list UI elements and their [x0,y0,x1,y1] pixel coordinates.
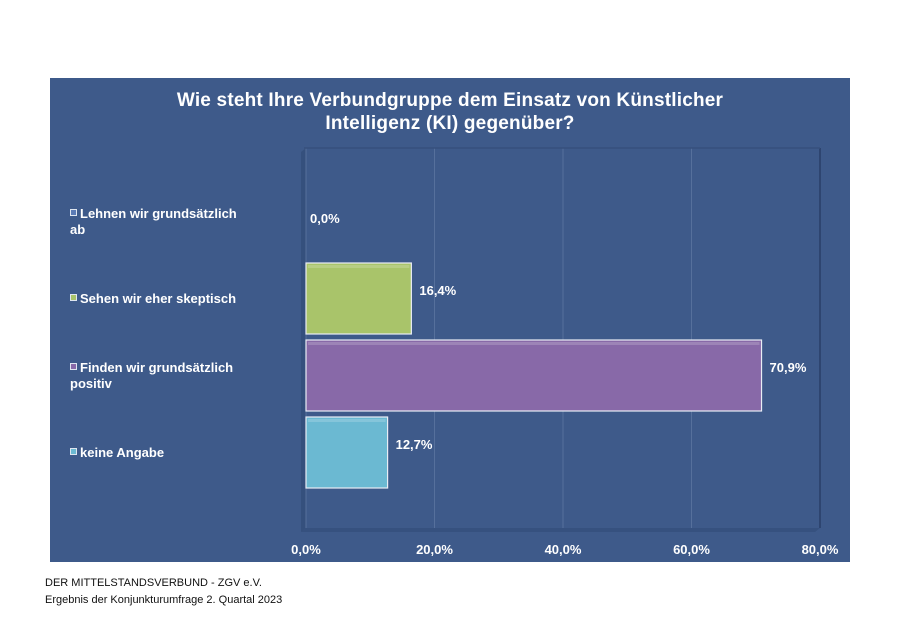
category-label-text-2-1: positiv [70,375,112,391]
chart-title-line-2: Intelligenz (KI) gegenüber? [325,113,575,134]
data-label-2: 70,9% [770,360,807,375]
category-color-marker-2 [70,362,77,370]
category-label-0: Lehnen wir grundsätzlich ab [70,206,255,238]
category-label-2: Finden wir grundsätzlich positiv [70,360,255,392]
x-tick-label-1: 20,0% [416,542,453,557]
data-label-1: 16,4% [419,283,456,298]
plot-side-wall [301,148,306,532]
bar-1 [305,262,412,335]
category-label-1: Sehen wir eher skeptisch [70,291,255,307]
bar-3 [305,416,389,489]
category-color-marker-1 [70,293,77,301]
category-color-marker-3 [70,447,77,455]
bar-highlight-2 [308,342,760,345]
data-label-0: 0,0% [310,211,340,226]
footer-organization: DER MITTELSTANDSVERBUND - ZGV e.V. [45,577,262,589]
category-label-3: keine Angabe [70,445,255,461]
category-label-text-2-0: Finden wir grundsätzlich [80,359,234,375]
chart-title-line-1: Wie steht Ihre Verbundgruppe dem Einsatz… [176,90,724,111]
category-label-text-1-0: Sehen wir eher skeptisch [80,290,237,306]
category-label-0-line-1: ab [70,222,255,238]
data-label-3: 12,7% [396,437,433,452]
category-label-2-line-1: positiv [70,376,255,392]
category-label-text-3-0: keine Angabe [80,444,165,460]
bar-chart: 0,0% 16,4% 70,9% 12,7% 0,0% 20,0% 40,0% 60,0% 80… [291,147,839,557]
category-label-2-line-0: Finden wir grundsätzlich [70,360,255,376]
category-label-3-line-0: keine Angabe [70,445,255,461]
category-label-text-0-1: ab [70,221,86,237]
x-tick-label-2: 40,0% [545,542,582,557]
x-tick-label-3: 60,0% [673,542,710,557]
category-label-0-line-0: Lehnen wir grundsätzlich [70,206,255,222]
category-color-marker-0 [70,208,77,216]
category-label-1-line-0: Sehen wir eher skeptisch [70,291,255,307]
category-label-text-0-0: Lehnen wir grundsätzlich [80,205,237,221]
bar-highlight-3 [308,419,386,422]
footer-survey: Ergebnis der Konjunkturumfrage 2. Quarta… [45,594,283,606]
bar-highlight-1 [308,265,410,268]
x-tick-label-0: 0,0% [291,542,321,557]
bar-2 [305,339,763,412]
chart-panel: Wie steht Ihre Verbundgruppe dem Einsatz… [50,78,850,562]
plot-floor [301,528,820,532]
x-tick-label-4: 80,0% [802,542,839,557]
